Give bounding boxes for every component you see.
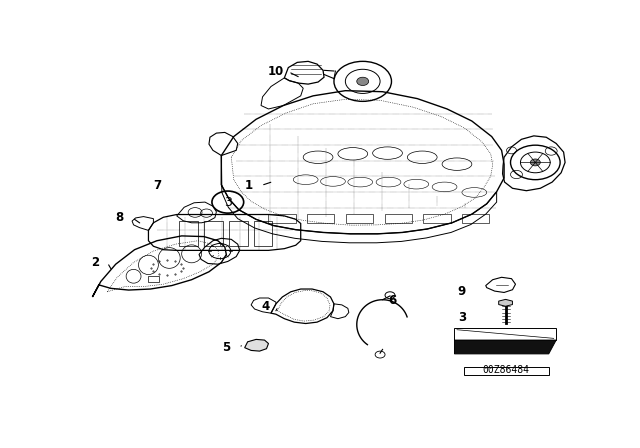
Circle shape bbox=[356, 77, 369, 86]
Circle shape bbox=[531, 159, 540, 166]
Text: 3: 3 bbox=[224, 196, 232, 209]
Polygon shape bbox=[454, 340, 556, 354]
Bar bbox=[454, 328, 556, 340]
Text: 3: 3 bbox=[458, 311, 466, 324]
Bar bbox=[148, 276, 159, 282]
Text: 1: 1 bbox=[244, 179, 253, 192]
Text: 4: 4 bbox=[262, 300, 270, 313]
Text: 9: 9 bbox=[458, 285, 466, 298]
Bar bbox=[253, 221, 273, 246]
Text: 7: 7 bbox=[153, 179, 161, 192]
Polygon shape bbox=[244, 340, 269, 351]
Polygon shape bbox=[499, 299, 513, 306]
Bar bbox=[204, 221, 223, 246]
Text: 00Z86484: 00Z86484 bbox=[482, 366, 529, 375]
Bar bbox=[465, 367, 548, 375]
Bar bbox=[229, 221, 248, 246]
Text: 2: 2 bbox=[91, 256, 99, 269]
Text: 8: 8 bbox=[116, 211, 124, 224]
Bar bbox=[179, 221, 198, 246]
Text: 6: 6 bbox=[388, 294, 397, 307]
Text: 10: 10 bbox=[268, 65, 284, 78]
Text: 5: 5 bbox=[222, 341, 230, 354]
